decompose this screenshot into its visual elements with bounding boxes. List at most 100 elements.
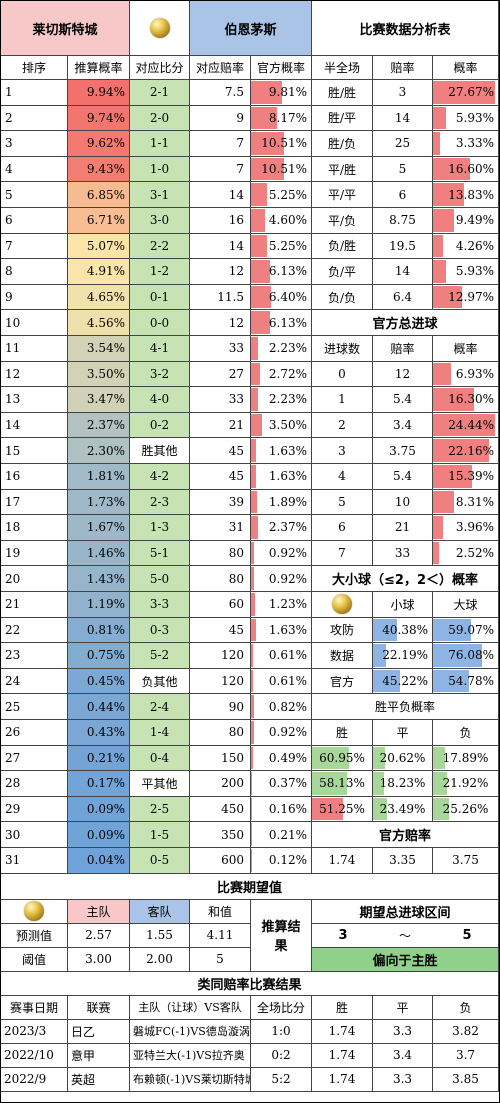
halftime-label: 平/负	[312, 208, 373, 234]
official-prob-cell-text: 0.61%	[268, 674, 307, 689]
similar-match: 亚特兰大(-1)VS拉齐奥	[130, 1043, 251, 1068]
calc-prob-cell-text: 3.54%	[86, 341, 125, 356]
calc-prob-cell: 0.21%	[68, 745, 130, 772]
official-prob-cell-text: 1.63%	[268, 622, 307, 637]
calc-prob-cell-text: 5.07%	[86, 238, 125, 253]
goals-count: 7	[312, 540, 373, 567]
rank-cell-text: 12	[5, 366, 21, 381]
total-goals-col-header-text: 概率	[453, 341, 478, 356]
calc-prob-cell-text: 1.67%	[86, 520, 125, 535]
similar-col-header: 主队（让球）VS客队	[130, 995, 251, 1020]
halftime-prob: 12.97%	[433, 284, 499, 311]
official-prob-cell-bar	[251, 388, 258, 411]
rank-cell: 29	[1, 796, 68, 823]
score-cell: 5-1	[130, 540, 190, 567]
score-cell-text: 0-5	[149, 853, 170, 868]
win-prob-bar	[312, 746, 349, 770]
rank-cell-text: 22	[5, 622, 21, 637]
halftime-label-text: 负/负	[327, 290, 357, 305]
score-cell-text: 平其他	[141, 776, 178, 791]
goals-odds-text: 10	[394, 494, 411, 509]
odds-cell-text: 12	[228, 315, 244, 330]
official-prob-cell: 5.25%	[251, 182, 312, 208]
wdl-col-header-text: 负	[459, 725, 472, 740]
official-prob-cell: 2.72%	[251, 361, 312, 388]
goals-odds-text: 5.4	[392, 469, 413, 484]
rank-cell: 21	[1, 592, 68, 618]
odds-cell-text: 90	[228, 699, 244, 714]
goals-count-text: 0	[338, 366, 346, 381]
rank-cell: 10	[1, 310, 68, 336]
calc-prob-cell-text: 1.43%	[86, 571, 125, 586]
rank-cell-text: 29	[5, 802, 21, 817]
score-cell-text: 1-0	[149, 162, 170, 177]
wdl-col-header-text: 平	[396, 725, 409, 740]
rank-cell-text: 31	[5, 853, 21, 868]
exp-home-header: 主队	[68, 899, 130, 924]
calc-prob-cell-text: 6.85%	[86, 187, 125, 202]
calc-prob-cell: 0.04%	[68, 848, 130, 874]
score-cell: 0-1	[130, 284, 190, 311]
exp-row-label: 阈值	[1, 947, 68, 972]
score-cell-text: 2-5	[149, 802, 170, 817]
calc-prob-cell: 0.75%	[68, 643, 130, 669]
goals-prob: 6.93%	[433, 361, 499, 388]
goals-odds: 5.4	[373, 464, 433, 490]
rank-cell-text: 16	[5, 469, 21, 484]
rank-cell-text: 9	[5, 290, 13, 305]
rank-cell: 24	[1, 668, 68, 695]
score-cell: 0-2	[130, 412, 190, 439]
official-prob-cell: 9.81%	[251, 80, 312, 106]
goals-count-text: 6	[338, 520, 346, 535]
official-prob-cell: 0.16%	[251, 796, 312, 823]
rank-cell: 4	[1, 156, 68, 183]
expectation-title: 比赛期望值	[1, 873, 499, 900]
calc-prob-cell-text: 9.43%	[86, 162, 125, 177]
odds-cell: 45	[190, 464, 251, 490]
official-prob-cell: 8.17%	[251, 105, 312, 132]
score-cell-text: 2-4	[149, 699, 170, 714]
score-cell-text: 2-2	[149, 238, 170, 253]
official-prob-cell: 10.51%	[251, 131, 312, 157]
rank-cell: 25	[1, 694, 68, 720]
score-cell-text: 4-0	[149, 392, 170, 407]
official-prob-cell-bar	[251, 209, 266, 232]
calc-prob-cell-text: 0.21%	[86, 750, 125, 765]
official-prob-cell-text: 8.17%	[268, 110, 307, 125]
official-odds-win: 1.74	[312, 848, 373, 874]
official-prob-cell-bar	[251, 132, 284, 155]
score-cell: 5-0	[130, 566, 190, 592]
rank-cell: 5	[1, 182, 68, 208]
exp-away-value-text: 2.00	[146, 952, 173, 967]
goals-odds-text: 5.4	[392, 392, 413, 407]
score-col-header-text: 对应赔率	[195, 61, 244, 75]
official-prob-cell-bar	[251, 311, 271, 334]
score-cell-text: 0-3	[149, 622, 170, 637]
halftime-prob-bar	[433, 81, 495, 104]
halftime-prob-bar	[433, 157, 471, 181]
score-cell: 2-4	[130, 694, 190, 720]
big-ball-prob-text: 54.78%	[448, 674, 494, 689]
draw-prob: 23.49%	[373, 796, 433, 823]
rank-cell: 19	[1, 540, 68, 567]
rank-cell: 26	[1, 720, 68, 746]
rank-cell-text: 8	[5, 264, 13, 279]
score-cell: 1-1	[130, 131, 190, 157]
similar-col-header-text: 赛事日期	[9, 1000, 58, 1015]
odds-cell-text: 39	[228, 494, 244, 509]
odds-cell-text: 450	[221, 802, 244, 817]
draw-prob-text: 23.49%	[379, 802, 426, 817]
official-prob-cell-text: 0.16%	[268, 802, 307, 817]
rank-cell-text: 2	[5, 110, 13, 125]
similar-w: 1.74	[312, 1019, 373, 1044]
goal-range-from-text: 3	[338, 927, 348, 943]
rank-cell-text: 19	[5, 546, 21, 561]
total-goals-col-header: 赔率	[373, 336, 433, 362]
similar-col-header: 赛事日期	[1, 995, 68, 1020]
official-prob-cell-text: 5.25%	[268, 238, 307, 253]
score-cell-text: 1-4	[149, 725, 170, 740]
official-prob-cell-bar	[251, 81, 282, 104]
calc-prob-cell: 9.94%	[68, 80, 130, 106]
calc-prob-cell: 0.81%	[68, 617, 130, 644]
calc-prob-cell: 9.62%	[68, 131, 130, 157]
